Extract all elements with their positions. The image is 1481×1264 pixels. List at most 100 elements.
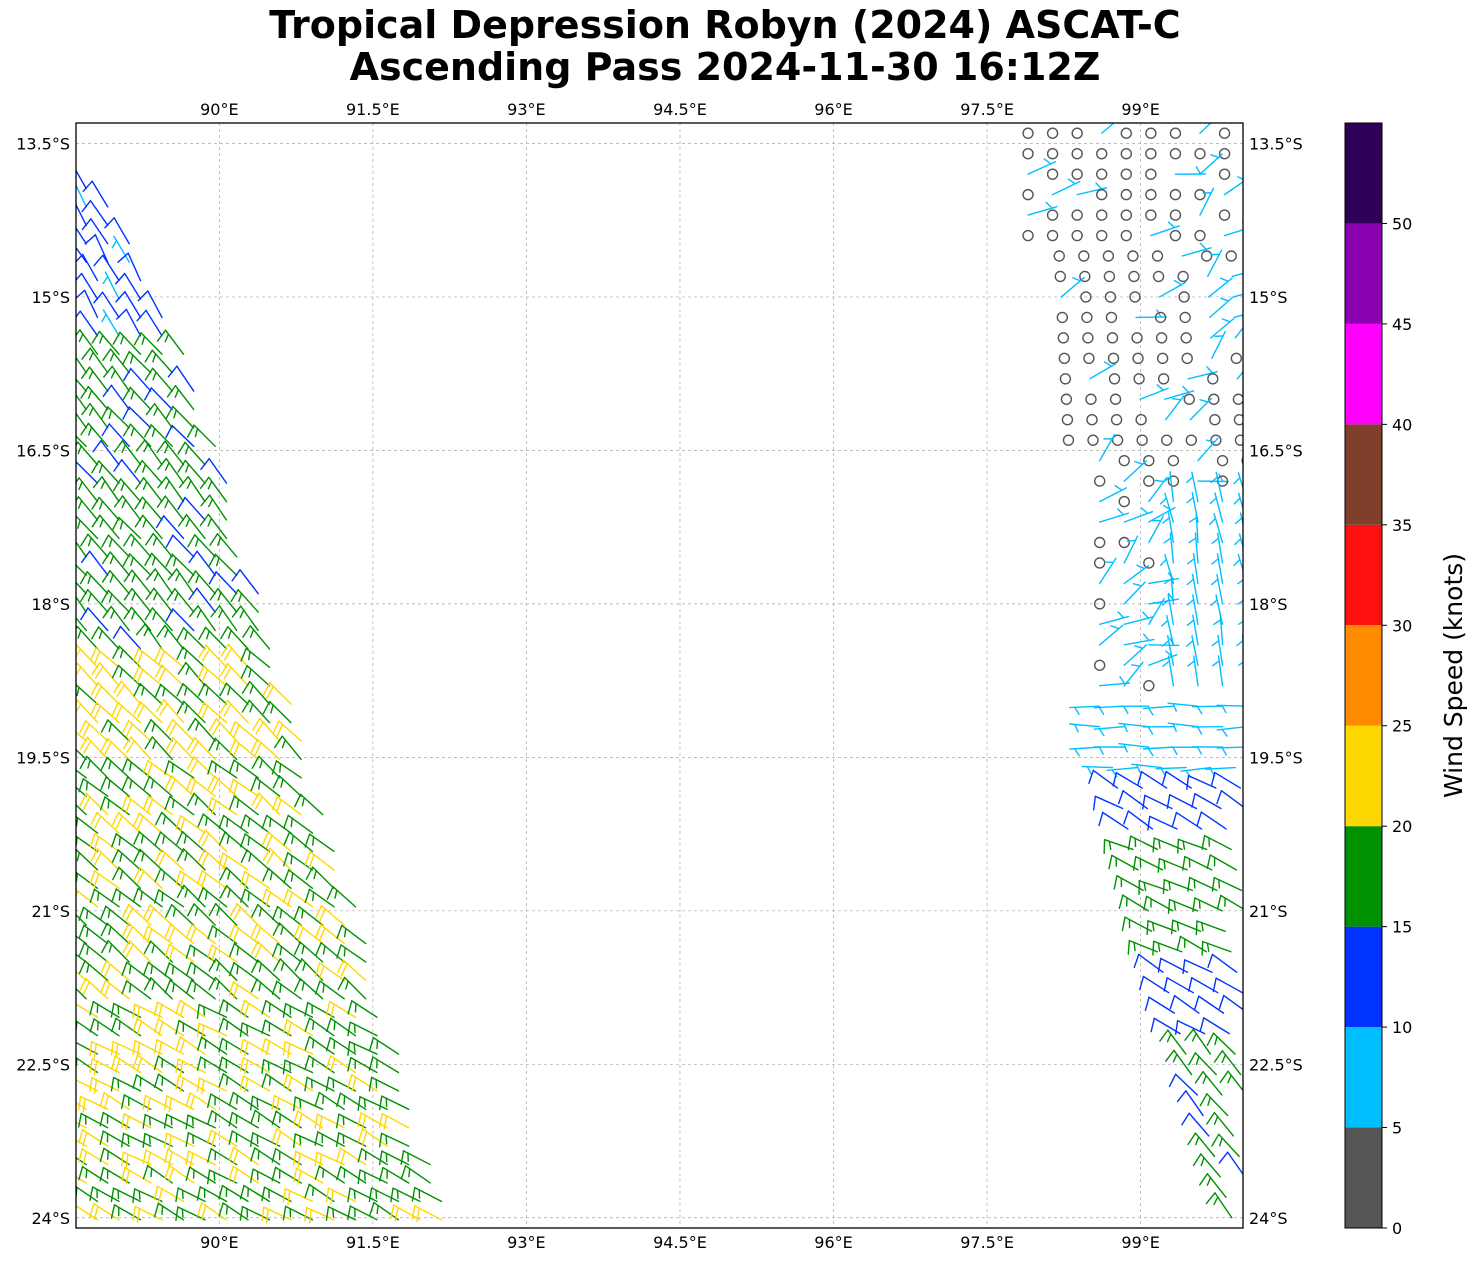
wind-barb [187,534,216,558]
lon-tick-label-bottom: 94.5°E [653,1233,707,1252]
wind-barb [314,1091,345,1111]
wind-barb [89,833,120,853]
wind-barb [1118,722,1150,733]
wind-barb [1197,437,1219,462]
wind-barb [122,719,152,742]
wind-barb [123,587,152,613]
wind-barb [76,804,87,816]
wind-barb [239,1075,271,1093]
wind-barb [1096,229,1108,242]
wind-barb [121,1167,152,1185]
wind-barb [199,513,228,540]
wind-barb [272,905,302,926]
wind-barb [89,1077,120,1095]
wind-barb [1086,414,1098,426]
wind-barb [1237,599,1243,605]
wind-barb [283,888,314,908]
wind-barb [1083,352,1095,365]
wind-barb [273,958,302,982]
wind-barb [261,814,292,834]
wind-barb [134,496,163,521]
wind-barb [228,778,259,797]
wind-barb [314,1131,345,1147]
wind-barb [1167,702,1199,712]
wind-barb [1169,147,1182,160]
wind-barb [1079,270,1091,283]
wind-barb [82,180,109,208]
wind-barb [163,1132,195,1150]
wind-barb [1109,393,1122,405]
wind-barb [79,792,109,816]
wind-barb [142,759,173,779]
lon-tick-label-top: 96°E [814,100,852,119]
wind-barb [1139,384,1169,400]
wind-barb [101,423,130,448]
wind-barb [378,1095,410,1111]
wind-barb [272,922,302,945]
wind-barb [80,607,109,632]
colorbar-tick-label: 40 [1392,415,1412,434]
lon-tick-label-top: 99°E [1121,100,1159,119]
wind-barb [154,848,185,871]
wind-barb [197,870,228,890]
wind-barb [336,1165,367,1184]
wind-barb [1218,168,1231,180]
wind-barb [185,777,216,797]
lon-tick-label-bottom: 96°E [814,1233,852,1252]
wind-barb [101,309,120,337]
wind-barb [76,169,87,190]
wind-barb [1120,209,1133,221]
wind-barb [1046,147,1059,160]
wind-barb [1163,532,1175,564]
wind-barb [164,1148,195,1166]
wind-barb [1216,704,1243,714]
colorbar-tick-label: 0 [1392,1219,1402,1238]
wind-barb [1093,475,1106,487]
wind-barb [142,1149,173,1167]
wind-barb [304,888,335,908]
wind-barb [142,1094,173,1112]
lon-tick-label-bottom: 90°E [200,1233,238,1252]
wind-barb [113,495,142,521]
wind-barb [142,1132,173,1148]
wind-barb [218,1017,249,1037]
wind-barb [1233,314,1243,319]
wind-barb [208,718,238,742]
wind-barb [1185,471,1199,503]
wind-barb [1233,472,1243,491]
wind-barb [207,760,238,779]
wind-barb [122,940,152,963]
wind-barb [229,720,259,742]
wind-barb [325,1187,357,1205]
wind-barb [99,1111,130,1129]
wind-barb [100,960,130,982]
wind-barb [93,254,120,282]
wind-barb [1199,123,1212,134]
wind-barb [90,701,120,724]
wind-barb [144,349,173,374]
wind-barb [76,541,87,558]
wind-barb [1123,460,1148,482]
wind-barb [1191,793,1222,810]
wind-barb [111,664,142,687]
wind-barb [110,1055,142,1074]
wind-barb [250,1109,281,1129]
wind-barb [251,903,281,926]
wind-barb [209,533,238,558]
colorbar-segment [1345,323,1382,425]
wind-barb [1142,705,1175,716]
wind-barb [113,680,142,705]
wind-barb [76,721,77,724]
wind-barb [121,758,152,779]
wind-barb [77,1112,109,1129]
wind-barb [1096,188,1108,201]
wind-barb [1137,771,1168,789]
wind-barb [120,1113,152,1131]
wind-barb [176,683,206,705]
lon-tick-label-bottom: 93°E [507,1233,545,1252]
colorbar-segment [1345,524,1382,626]
wind-barb [156,495,185,521]
wind-barb [157,476,185,503]
wind-barb [143,977,173,1000]
wind-barb [132,1074,163,1092]
